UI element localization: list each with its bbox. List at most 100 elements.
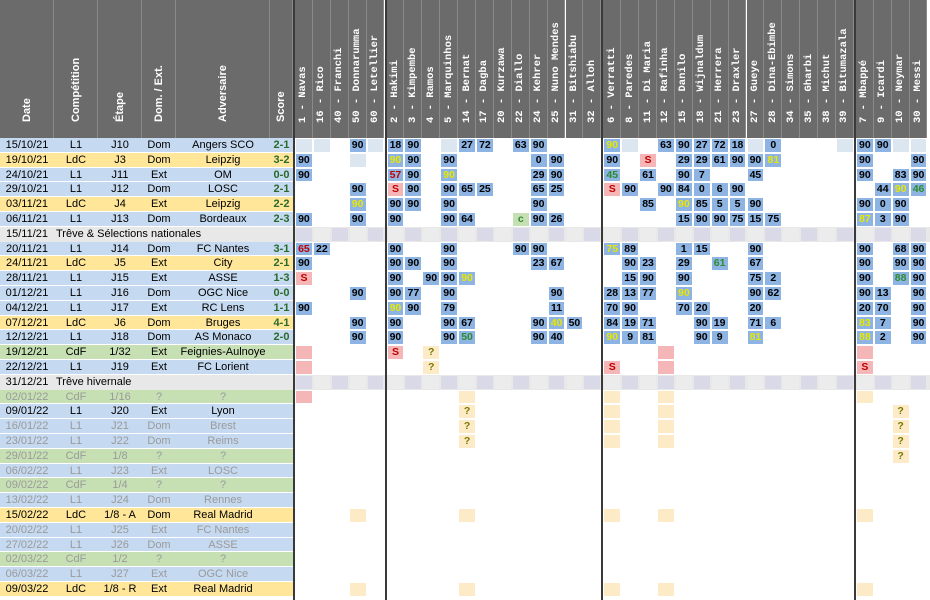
header-date-label: Date <box>20 98 33 122</box>
player-minutes-cell: 90 <box>459 272 475 285</box>
break-cell <box>331 227 348 241</box>
header-player[interactable]: 60 - Letellier <box>366 0 385 138</box>
player-minutes-cell: 90 <box>675 139 692 152</box>
player-minutes-cell: 25 <box>548 183 565 197</box>
match-opponent: OGC Nice <box>176 567 270 582</box>
header-player[interactable]: 20 - Kurzawa <box>493 0 512 138</box>
header-player[interactable]: 1 - Navas <box>295 0 313 138</box>
header-etape[interactable]: Étape <box>98 0 142 138</box>
break-cell <box>910 375 927 389</box>
header-player[interactable]: 4 - Ramos <box>422 0 441 138</box>
player-minutes-cell <box>441 139 458 152</box>
header-player[interactable]: 6 - Verratti <box>603 0 622 138</box>
match-score <box>270 360 293 375</box>
player-minutes-cell: 63 <box>512 139 529 152</box>
break-cell <box>675 227 692 241</box>
player-minutes-cell <box>296 346 312 359</box>
header-player[interactable]: 22 - Diallo <box>511 0 530 138</box>
match-row: 24/11/21 LdC J5 Ext City 2-1 90 90 90 90 23 67 90 23 2… <box>0 256 930 272</box>
player-minutes-cell: 90 <box>548 153 565 167</box>
header-player[interactable]: 10 - Neymar <box>891 0 910 138</box>
header-player[interactable]: 39 - Bitumazala <box>836 0 854 138</box>
match-stage: 1/2 <box>98 552 142 568</box>
match-stage: J5 <box>98 256 142 272</box>
header-player[interactable]: 9 - Icardi <box>873 0 892 138</box>
match-stage: 1/32 <box>98 345 142 360</box>
header-player[interactable]: 31 - Bitshiabu <box>565 0 584 138</box>
player-minutes-cell: 90 <box>405 183 422 197</box>
group-separator <box>384 0 387 600</box>
header-player[interactable]: 25 - Nuno Mendes <box>547 0 566 138</box>
header-player[interactable]: 12 - Rafinha <box>657 0 675 138</box>
header-player[interactable]: 15 - Danilo <box>674 0 693 138</box>
break-cell <box>387 375 404 389</box>
match-competition: L1 <box>54 463 98 479</box>
header-player[interactable]: 7 - Mbappé <box>855 0 874 138</box>
header-player[interactable]: 50 - Donnarumma <box>348 0 367 138</box>
player-minutes-cell <box>604 405 621 419</box>
player-minutes-cell: 90 <box>387 272 404 285</box>
player-minutes-cell <box>910 139 927 152</box>
header-score[interactable]: Score <box>270 0 293 138</box>
header-player[interactable]: 18 - Wijnaldum <box>692 0 711 138</box>
header-player[interactable]: 23 - Draxler <box>728 0 747 138</box>
match-score: 2-1 <box>270 138 293 153</box>
header-player[interactable]: 34 - Simons <box>782 0 801 138</box>
match-stage: J18 <box>98 330 142 346</box>
header-dom-ext[interactable]: Dom. / Ext. <box>142 0 176 138</box>
player-minutes-cell <box>658 346 674 359</box>
match-opponent: Reims <box>176 434 270 449</box>
header-player[interactable]: 8 - Paredes <box>621 0 640 138</box>
header-competition[interactable]: Compétition <box>54 0 98 138</box>
header-player[interactable]: 32 - Alloh <box>583 0 602 138</box>
match-competition: LdC <box>54 152 98 168</box>
player-minutes-cell: ? <box>459 420 475 433</box>
player-minutes-cell <box>856 509 873 522</box>
player-minutes-cell: 90 <box>387 213 404 226</box>
match-score <box>270 419 293 434</box>
match-score: 2-1 <box>270 256 293 272</box>
header-player[interactable]: 35 - Gharbi <box>800 0 819 138</box>
player-minutes-cell: 90 <box>658 183 674 197</box>
player-minutes-cell: 25 <box>477 183 493 197</box>
player-minutes-cell: ? <box>459 435 475 448</box>
header-player[interactable]: 17 - Dagba <box>476 0 494 138</box>
header-player[interactable]: 24 - Kehrer <box>529 0 548 138</box>
player-minutes-cell <box>349 153 366 167</box>
break-cell <box>313 227 330 241</box>
player-minutes-cell: 29 <box>675 153 692 167</box>
player-minutes-cell: 23 <box>530 257 547 271</box>
player-minutes-cell: 90 <box>693 331 710 345</box>
match-date: 06/02/22 <box>0 463 54 479</box>
player-name: 11 - Di Maria <box>641 41 654 123</box>
header-date[interactable]: Date <box>0 0 54 138</box>
header-player[interactable]: 2 - Hakimi <box>386 0 405 138</box>
header-player[interactable]: 28 - Dina-Ebimbe <box>764 0 783 138</box>
match-stage: J19 <box>98 360 142 375</box>
header-adversaire[interactable]: Adversaire <box>176 0 270 138</box>
player-name: 10 - Neymar <box>894 53 907 123</box>
match-row: 20/02/22 L1 J25 Ext FC Nantes <box>0 522 930 538</box>
break-cell <box>640 375 656 389</box>
player-minutes-cell: 90 <box>405 257 422 271</box>
header-player[interactable]: 5 - Marquinhos <box>440 0 459 138</box>
player-name: 25 - Nuno Mendes <box>550 22 563 123</box>
header-player[interactable]: 14 - Bernat <box>458 0 476 138</box>
header-player[interactable]: 38 - Michut <box>818 0 836 138</box>
header-player[interactable]: 30 - Messi <box>909 0 928 138</box>
player-minutes-cell: 0 <box>874 198 891 211</box>
header-player[interactable]: 40 - Franchi <box>330 0 349 138</box>
header-player[interactable]: 11 - Di Maria <box>639 0 657 138</box>
match-date: 07/12/21 <box>0 315 54 331</box>
header-player[interactable]: 21 - Herrera <box>710 0 729 138</box>
match-venue: Dom <box>142 434 176 449</box>
player-minutes-cell: 19 <box>622 316 639 330</box>
player-name: 7 - Mbappé <box>858 59 871 123</box>
header-player[interactable]: 3 - Kimpembe <box>404 0 423 138</box>
break-cell <box>423 375 440 389</box>
player-minutes-cell: 9 <box>711 331 728 345</box>
header-player[interactable]: 27 - Gueye <box>746 0 765 138</box>
player-minutes-cell <box>658 390 674 404</box>
header-player[interactable]: 16 - Rico <box>312 0 331 138</box>
match-opponent: Lyon <box>176 404 270 420</box>
